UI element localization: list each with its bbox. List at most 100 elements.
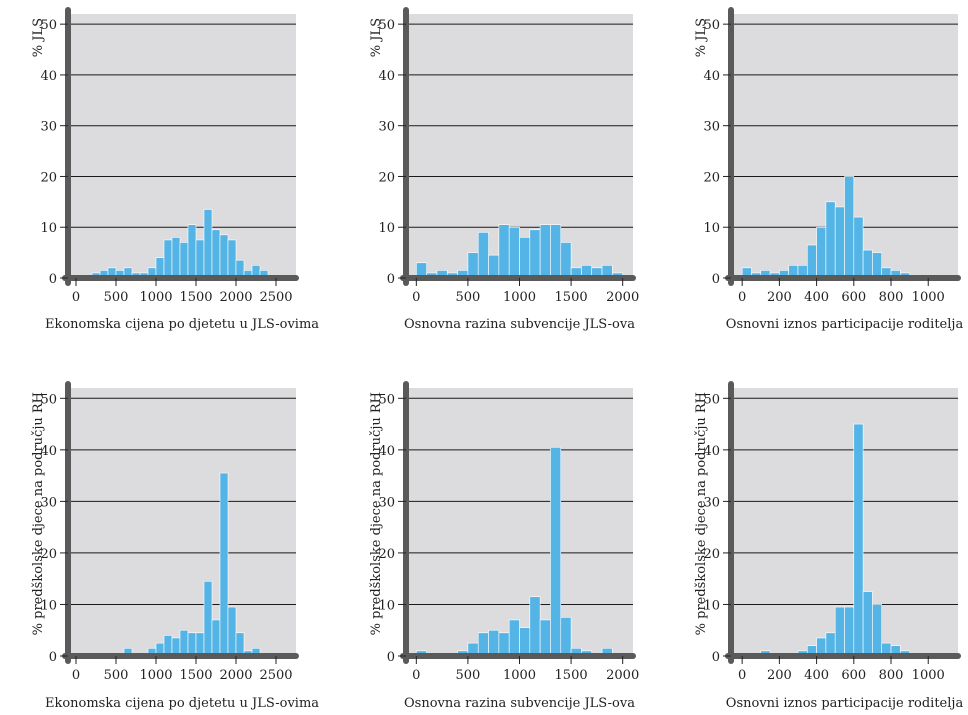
y-tick-label: 50: [703, 392, 720, 407]
histogram-bar: [529, 596, 541, 657]
x-tick-label: 0: [72, 668, 80, 683]
histogram-bar: [529, 229, 541, 279]
histogram-bar: [187, 224, 197, 279]
y-tick-label: 0: [387, 272, 395, 287]
y-tick-label: 40: [378, 444, 395, 459]
x-tick-label: 400: [804, 668, 829, 683]
x-tick-label: 500: [104, 668, 129, 683]
y-axis-label: % JLS: [31, 18, 46, 57]
y-tick-label: 10: [40, 598, 57, 613]
y-tick-label: 20: [703, 170, 720, 185]
chart-panel-3: 0 10 20 30 40 50 0 200 400 600 800 1000 Osnovni izno…: [694, 7, 964, 332]
histogram-bar: [806, 244, 817, 279]
histogram-bar: [853, 216, 864, 279]
histogram-bar: [508, 226, 520, 279]
x-axis-label: Osnovni iznos participacije roditelja: [726, 317, 964, 332]
y-tick-label: 10: [378, 598, 395, 613]
histogram-bar: [488, 254, 500, 279]
histogram-bar: [834, 206, 845, 279]
x-tick-label: 500: [455, 668, 480, 683]
y-tick-label: 50: [40, 18, 57, 33]
x-tick-label: 2000: [219, 668, 252, 683]
y-tick-label: 20: [378, 170, 395, 185]
y-tick-label: 40: [40, 444, 57, 459]
x-axis-label: Ekonomska cijena po djetetu u JLS-ovima: [45, 696, 319, 711]
histogram-bar: [477, 632, 489, 657]
histogram-bar: [219, 234, 229, 279]
x-tick-label: 0: [738, 668, 746, 683]
histogram-bar: [171, 237, 181, 279]
y-tick-label: 20: [378, 547, 395, 562]
histogram-bar: [539, 619, 551, 657]
x-tick-label: 0: [72, 290, 80, 305]
x-tick-label: 1000: [139, 290, 172, 305]
histogram-bar: [477, 232, 489, 279]
x-tick-label: 2000: [606, 668, 639, 683]
histogram-bar: [872, 252, 883, 279]
histogram-bar: [825, 632, 836, 657]
x-tick-label: 1000: [503, 290, 536, 305]
x-tick-label: 600: [841, 668, 866, 683]
x-tick-label: 800: [879, 290, 904, 305]
y-tick-label: 40: [40, 69, 57, 84]
x-axis-label: Osnovna razina subvencije JLS-ova: [404, 317, 635, 332]
histogram-bar: [872, 604, 883, 657]
histogram-bar: [862, 591, 873, 657]
histogram-bar: [179, 629, 189, 657]
histogram-bar: [203, 209, 213, 279]
y-tick-label: 50: [40, 392, 57, 407]
histogram-bar: [155, 257, 165, 279]
x-tick-label: 500: [455, 290, 480, 305]
histogram-bar: [467, 252, 479, 279]
y-tick-label: 40: [378, 69, 395, 84]
chart-panel-6: 0 10 20 30 40 50 0 200 400 600 800 1000 Osnovni izno…: [694, 381, 964, 711]
histogram-bar: [227, 239, 237, 279]
histogram-bar: [519, 627, 531, 657]
histogram-bar: [550, 224, 562, 279]
x-tick-label: 0: [738, 290, 746, 305]
y-tick-label: 20: [40, 170, 57, 185]
y-tick-label: 10: [378, 221, 395, 236]
histogram-bar: [203, 580, 213, 657]
x-tick-label: 600: [841, 290, 866, 305]
histogram-bar: [498, 224, 510, 279]
x-tick-label: 0: [412, 668, 420, 683]
histogram-bar: [187, 632, 197, 657]
histogram-bar: [195, 632, 205, 657]
y-axis-label: % predškolske djece na području RH: [31, 392, 46, 635]
x-axis-label: Osnovna razina subvencije JLS-ova: [404, 696, 635, 711]
histogram-bar: [853, 423, 864, 657]
histogram-bar: [163, 635, 173, 657]
x-tick-label: 1500: [555, 290, 588, 305]
histogram-bar: [219, 472, 229, 657]
histogram-bar: [825, 201, 836, 279]
histogram-bar: [508, 619, 520, 657]
histogram-bar: [834, 606, 845, 657]
x-tick-label: 200: [767, 290, 792, 305]
histogram-bar: [539, 224, 551, 279]
histogram-bar: [550, 446, 562, 657]
histogram-bar: [844, 176, 855, 279]
histogram-bar: [862, 249, 873, 279]
y-tick-label: 30: [703, 120, 720, 135]
x-tick-label: 2500: [259, 290, 292, 305]
x-tick-label: 1500: [179, 668, 212, 683]
histogram-bar: [844, 606, 855, 657]
x-tick-label: 400: [804, 290, 829, 305]
x-axis-label: Osnovni iznos participacije roditelja: [726, 696, 964, 711]
x-tick-label: 2000: [606, 290, 639, 305]
plot-background: [406, 388, 633, 656]
x-tick-label: 800: [879, 668, 904, 683]
x-axis-label: Ekonomska cijena po djetetu u JLS-ovima: [45, 317, 319, 332]
histogram-bar: [816, 226, 827, 279]
histogram-bar: [179, 242, 189, 279]
y-tick-label: 0: [712, 272, 720, 287]
histogram-bar: [211, 619, 221, 657]
histogram-bar: [227, 606, 237, 657]
x-tick-label: 1000: [503, 668, 536, 683]
y-tick-label: 40: [703, 69, 720, 84]
